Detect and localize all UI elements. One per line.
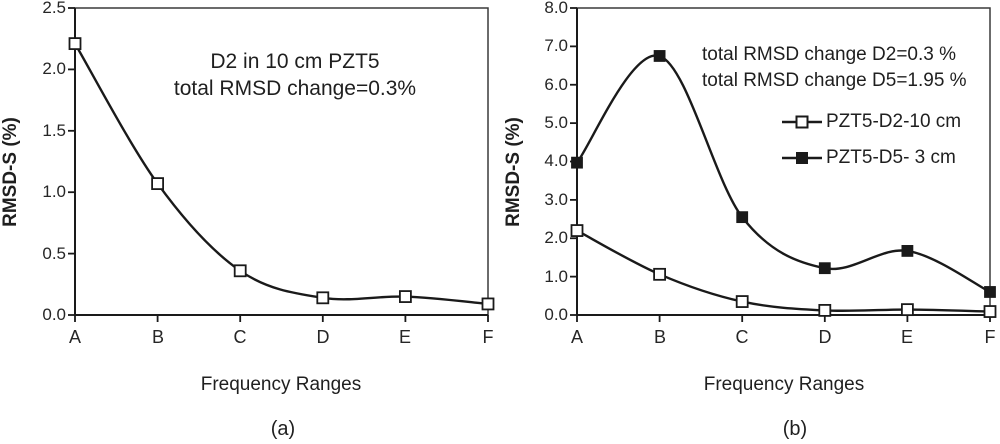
panel-b-x-axis-title: Frequency Ranges — [703, 374, 865, 395]
panel-a-xtick: B — [151, 327, 164, 347]
panel-b-legend: PZT5-D2-10 cm PZT5-D5- 3 cm — [782, 110, 961, 170]
panel-b-caption: (b) — [782, 418, 808, 440]
panel-a-caption: (a) — [270, 418, 296, 440]
panel-b-xtick: D — [818, 327, 832, 347]
legend-marker-filled-square-icon — [782, 152, 822, 164]
panel-a-ytick: 0.0 — [42, 305, 66, 324]
panel-a-xtick: C — [233, 327, 247, 347]
panel-a-annotation-line1: D2 in 10 cm PZT5 — [210, 50, 380, 73]
panel-b-ytick: 2.0 — [544, 228, 568, 247]
panel-b-annotation-line1: total RMSD change D2=0.3 % — [702, 44, 956, 65]
panel-b-annotation: total RMSD change D2=0.3 % total RMSD ch… — [702, 42, 998, 94]
panel-b-ytick: 0.0 — [544, 305, 568, 324]
legend-label-d5: PZT5-D5- 3 cm — [826, 147, 956, 168]
panel-a-ytick: 2.0 — [42, 59, 66, 78]
panel-a-ytick: 1.0 — [42, 182, 66, 201]
legend-marker-open-square-icon — [782, 115, 822, 129]
panel-b-ytick: 7.0 — [544, 36, 568, 55]
panel-b-ytick: 4.0 — [544, 151, 568, 170]
panel-b-xtick: C — [735, 327, 749, 347]
panel-b-ytick: 3.0 — [544, 190, 568, 209]
panel-b-annotation-line2: total RMSD change D5=1.95 % — [702, 70, 967, 91]
panel-b-xtick: A — [570, 327, 583, 347]
panel-a-xtick: A — [68, 327, 81, 347]
panel-b-ytick: 6.0 — [544, 75, 568, 94]
panel-b-ytick: 5.0 — [544, 113, 568, 132]
panel-b-xtick: E — [900, 327, 913, 347]
panel-b-ytick: 1.0 — [544, 267, 568, 286]
panel-a-annotation: D2 in 10 cm PZT5 total RMSD change=0.3% — [120, 48, 470, 102]
panel-a-y-axis-title: RMSD-S (%) — [0, 117, 21, 227]
legend-entry-d5: PZT5-D5- 3 cm — [782, 146, 961, 170]
panel-a-annotation-line2: total RMSD change=0.3% — [173, 77, 417, 100]
legend-entry-d2: PZT5-D2-10 cm — [782, 110, 961, 134]
panel-a-xtick: F — [482, 327, 494, 347]
panel-a-xtick: E — [398, 327, 411, 347]
panel-a-xtick: D — [316, 327, 330, 347]
panel-a-ytick: 0.5 — [42, 244, 66, 263]
panel-b-xtick: B — [653, 327, 666, 347]
panel-a-ytick: 2.5 — [42, 0, 66, 17]
legend-label-d2: PZT5-D2-10 cm — [826, 111, 962, 132]
panel-b-xtick: F — [984, 327, 996, 347]
panel-a-ytick: 1.5 — [42, 121, 66, 140]
panel-b-ytick: 8.0 — [544, 0, 568, 17]
panel-a-x-axis-title: Frequency Ranges — [200, 374, 362, 395]
panel-b-y-axis-title: RMSD-S (%) — [503, 117, 524, 227]
